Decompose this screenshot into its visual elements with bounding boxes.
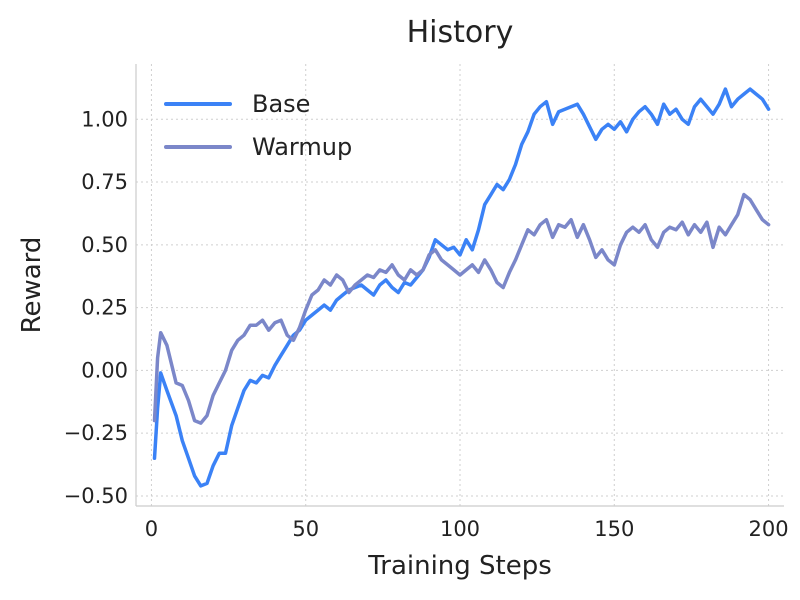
x-tick-label: 50 <box>292 517 319 541</box>
x-ticks: 0 50 100 150 200 <box>145 517 789 541</box>
series-line-base <box>152 87 771 488</box>
legend-label-warmup: Warmup <box>252 133 352 161</box>
y-tick-label: 0.50 <box>81 233 128 257</box>
y-tick-label: 0.75 <box>81 170 128 194</box>
x-axis-label: Training Steps <box>367 551 552 581</box>
y-ticks: −0.50 −0.25 0.00 0.25 0.50 0.75 1.00 <box>64 107 128 508</box>
x-tick-label: 200 <box>749 517 789 541</box>
series-line-warmup <box>152 192 771 425</box>
chart-title: History <box>407 15 514 50</box>
x-tick-label: 100 <box>440 517 480 541</box>
y-tick-label: 1.00 <box>81 107 128 131</box>
x-tick-label: 150 <box>594 517 634 541</box>
y-tick-label: −0.25 <box>64 421 128 445</box>
y-tick-label: 0.00 <box>81 358 128 382</box>
y-tick-label: −0.50 <box>64 484 128 508</box>
grid <box>136 64 784 506</box>
axes <box>135 64 784 507</box>
y-axis-label: Reward <box>17 237 47 334</box>
legend-label-base: Base <box>252 90 310 118</box>
series <box>152 87 771 488</box>
legend: Base Warmup <box>164 90 352 161</box>
x-tick-label: 0 <box>145 517 158 541</box>
y-tick-label: 0.25 <box>81 296 128 320</box>
